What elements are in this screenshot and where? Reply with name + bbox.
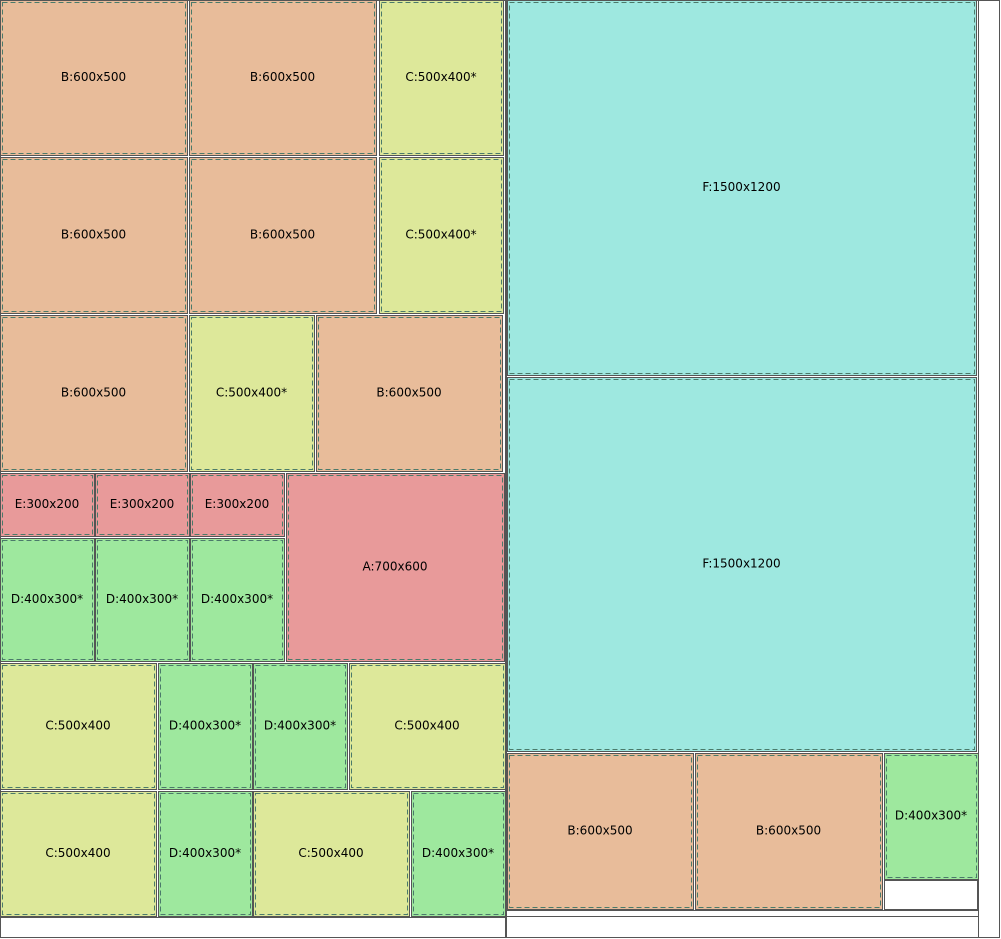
piece-outline (255, 665, 346, 788)
piece-outline (191, 317, 313, 470)
piece (286, 473, 505, 662)
piece (253, 791, 410, 917)
piece (95, 473, 190, 537)
piece-label: D:400x300* (264, 719, 336, 733)
piece-label: C:500x400* (405, 228, 476, 242)
piece-label: C:500x400* (216, 386, 287, 400)
piece-outline (192, 475, 283, 535)
piece (190, 538, 285, 662)
piece-outline (2, 665, 155, 788)
piece-outline (697, 755, 881, 908)
piece-label: D:400x300* (169, 846, 241, 860)
piece-outline (509, 755, 692, 908)
piece-label: B:600x500 (250, 70, 315, 84)
piece (507, 753, 694, 910)
piece (507, 377, 977, 752)
piece (0, 538, 95, 662)
piece-outline (413, 793, 504, 915)
piece-label: E:300x200 (110, 497, 175, 511)
piece-label: B:600x500 (61, 228, 126, 242)
piece-outline (191, 159, 375, 312)
piece (95, 538, 190, 662)
piece-outline (2, 793, 155, 915)
piece-label: E:300x200 (205, 497, 270, 511)
piece (0, 157, 188, 314)
piece-outline (192, 540, 283, 660)
piece (190, 473, 285, 537)
free-space (884, 880, 978, 910)
piece-label: D:400x300* (106, 592, 178, 606)
piece-label: E:300x200 (15, 497, 80, 511)
piece-outline (509, 379, 975, 750)
piece (0, 0, 188, 156)
piece-label: C:500x400 (394, 719, 459, 733)
piece-outline (318, 317, 501, 470)
piece (0, 791, 157, 917)
piece-outline (288, 475, 503, 660)
piece-label: B:600x500 (567, 824, 632, 838)
piece (189, 157, 377, 314)
piece-label: B:600x500 (756, 824, 821, 838)
piece-label: C:500x400 (298, 846, 363, 860)
piece-label: B:600x500 (61, 386, 126, 400)
piece-label: D:400x300* (422, 846, 494, 860)
piece-outline (160, 665, 251, 788)
piece (158, 663, 253, 790)
piece-outline (509, 2, 975, 374)
piece-outline (2, 475, 93, 535)
piece-outline (351, 665, 504, 788)
piece (189, 0, 377, 156)
piece-outline (191, 2, 375, 154)
piece (0, 473, 95, 537)
piece (379, 0, 504, 156)
right-strip (978, 0, 1000, 938)
piece-outline (255, 793, 408, 915)
piece-label: F:1500x1200 (702, 180, 780, 194)
piece (0, 315, 188, 472)
piece (349, 663, 506, 790)
piece-label: F:1500x1200 (702, 557, 780, 571)
piece-label: D:400x300* (895, 809, 967, 823)
piece-label: C:500x400 (45, 719, 110, 733)
piece-label: C:500x400 (45, 846, 110, 860)
piece-outline (97, 475, 188, 535)
piece (695, 753, 883, 910)
piece (316, 315, 503, 472)
piece-outline (381, 159, 502, 312)
piece (0, 663, 157, 790)
piece-outline (2, 317, 186, 470)
piece-label: A:700x600 (363, 560, 428, 574)
piece-label: B:600x500 (376, 386, 441, 400)
piece-label: D:400x300* (169, 719, 241, 733)
piece (253, 663, 348, 790)
piece-outline (2, 159, 186, 312)
piece-outline (886, 755, 977, 878)
piece-outline (381, 2, 502, 154)
piece (158, 791, 253, 917)
piece-outline (2, 540, 93, 660)
piece (379, 157, 504, 314)
piece-outline (160, 793, 251, 915)
piece-label: B:600x500 (250, 228, 315, 242)
piece-label: D:400x300* (11, 592, 83, 606)
piece (189, 315, 315, 472)
piece-label: C:500x400* (405, 70, 476, 84)
piece (884, 753, 979, 880)
piece-label: B:600x500 (61, 70, 126, 84)
piece-outline (97, 540, 188, 660)
piece (507, 0, 977, 376)
piece (411, 791, 506, 917)
piece-outline (2, 2, 186, 154)
piece-label: D:400x300* (201, 592, 273, 606)
